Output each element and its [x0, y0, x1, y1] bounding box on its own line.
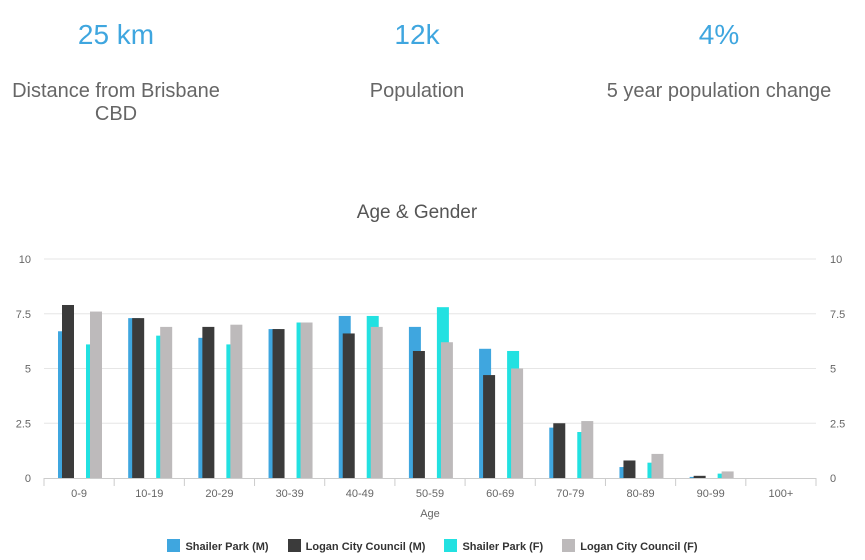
bar	[623, 460, 636, 478]
y-tick-label-right: 5	[830, 364, 836, 376]
stat-population-change-label: 5 year population change	[606, 80, 832, 102]
y-axis-right: 0 2.5 5 7.5 10	[830, 254, 845, 485]
bar	[342, 333, 355, 478]
chart-bars	[58, 304, 734, 478]
y-tick-label-left: 2.5	[16, 418, 31, 430]
x-tick-label: 0-9	[71, 488, 87, 500]
bar	[230, 324, 243, 478]
bar	[553, 423, 566, 478]
chart-legend: Shailer Park (M) Logan City Council (M) …	[0, 538, 865, 558]
bar	[440, 342, 453, 478]
legend-label: Logan City Council (M)	[305, 541, 426, 553]
x-tick-label: 100+	[769, 488, 794, 500]
x-tick-label: 40-49	[346, 488, 374, 500]
y-tick-label-right: 7.5	[830, 309, 845, 321]
y-tick-label-left: 5	[25, 364, 31, 376]
stat-distance-label: Distance from Brisbane CBD	[12, 80, 220, 125]
bar	[160, 326, 173, 478]
x-tick-label: 30-39	[276, 488, 304, 500]
stat-population-label: Population	[369, 80, 465, 102]
legend-swatch	[562, 539, 576, 552]
bar	[581, 421, 594, 478]
bar	[511, 368, 524, 478]
x-tick-label: 70-79	[556, 488, 584, 500]
bar	[202, 326, 215, 478]
chart-svg: Age & Gender 0 2.5 5 7.5 10 0 2.5 5 7.5 10 0-9 10…	[0, 202, 845, 520]
bar	[272, 329, 285, 478]
age-gender-chart: Age & Gender 0 2.5 5 7.5 10 0 2.5 5 7.5 10 0-9 10…	[0, 190, 865, 560]
x-tick-label: 50-59	[416, 488, 444, 500]
stat-population-change-value: 4%	[698, 19, 740, 50]
stat-population-change: 4% 5 year population change	[599, 18, 839, 103]
bar	[300, 322, 313, 478]
summary-stats: 25 km Distance from Brisbane CBD 12k Pop…	[0, 0, 865, 140]
stat-population-value: 12k	[394, 19, 440, 50]
chart-grid	[44, 258, 816, 424]
legend-item-logan-city-council-f[interactable]: Logan City Council (F)	[562, 538, 698, 556]
bar	[90, 311, 102, 478]
x-tick-label: 20-29	[205, 488, 233, 500]
legend-item-logan-city-council-m[interactable]: Logan City Council (M)	[287, 538, 426, 556]
y-tick-label-right: 0	[830, 473, 836, 485]
x-tick-label: 60-69	[486, 488, 514, 500]
legend-label: Shailer Park (F)	[462, 541, 544, 553]
legend-swatch	[287, 539, 301, 552]
legend-swatch	[444, 539, 458, 552]
y-axis-title: %	[0, 365, 3, 375]
y-tick-label-left: 0	[25, 473, 31, 485]
legend-label: Shailer Park (M)	[185, 541, 269, 553]
bar	[370, 326, 383, 478]
y-tick-label-right: 2.5	[830, 418, 845, 430]
stat-population: 12k Population	[297, 18, 537, 103]
y-tick-label-right: 10	[830, 254, 842, 266]
x-tick-label: 10-19	[135, 488, 163, 500]
bar	[651, 453, 664, 478]
stat-distance-value: 25 km	[77, 19, 155, 50]
y-tick-label-left: 10	[19, 254, 31, 266]
x-tick-label: 90-99	[697, 488, 725, 500]
bar	[132, 318, 145, 478]
legend-label: Logan City Council (F)	[580, 541, 698, 553]
bar	[693, 475, 706, 478]
bar	[483, 375, 496, 478]
x-tick-label: 80-89	[626, 488, 654, 500]
legend-item-shailer-park-m[interactable]: Shailer Park (M)	[167, 538, 269, 556]
x-axis: 0-9 10-19 20-29 30-39 40-49 50-59 60-69 70-79 80…	[43, 478, 817, 500]
bar	[721, 471, 734, 478]
bar	[412, 350, 425, 478]
chart-title: Age & Gender	[357, 202, 478, 223]
bar	[62, 304, 74, 478]
y-tick-label-left: 7.5	[16, 309, 31, 321]
legend-item-shailer-park-f[interactable]: Shailer Park (F)	[444, 538, 543, 556]
legend-swatch	[167, 539, 181, 552]
stat-distance: 25 km Distance from Brisbane CBD	[0, 18, 236, 126]
y-axis-left: 0 2.5 5 7.5 10	[16, 254, 31, 485]
x-axis-title: Age	[420, 508, 440, 520]
